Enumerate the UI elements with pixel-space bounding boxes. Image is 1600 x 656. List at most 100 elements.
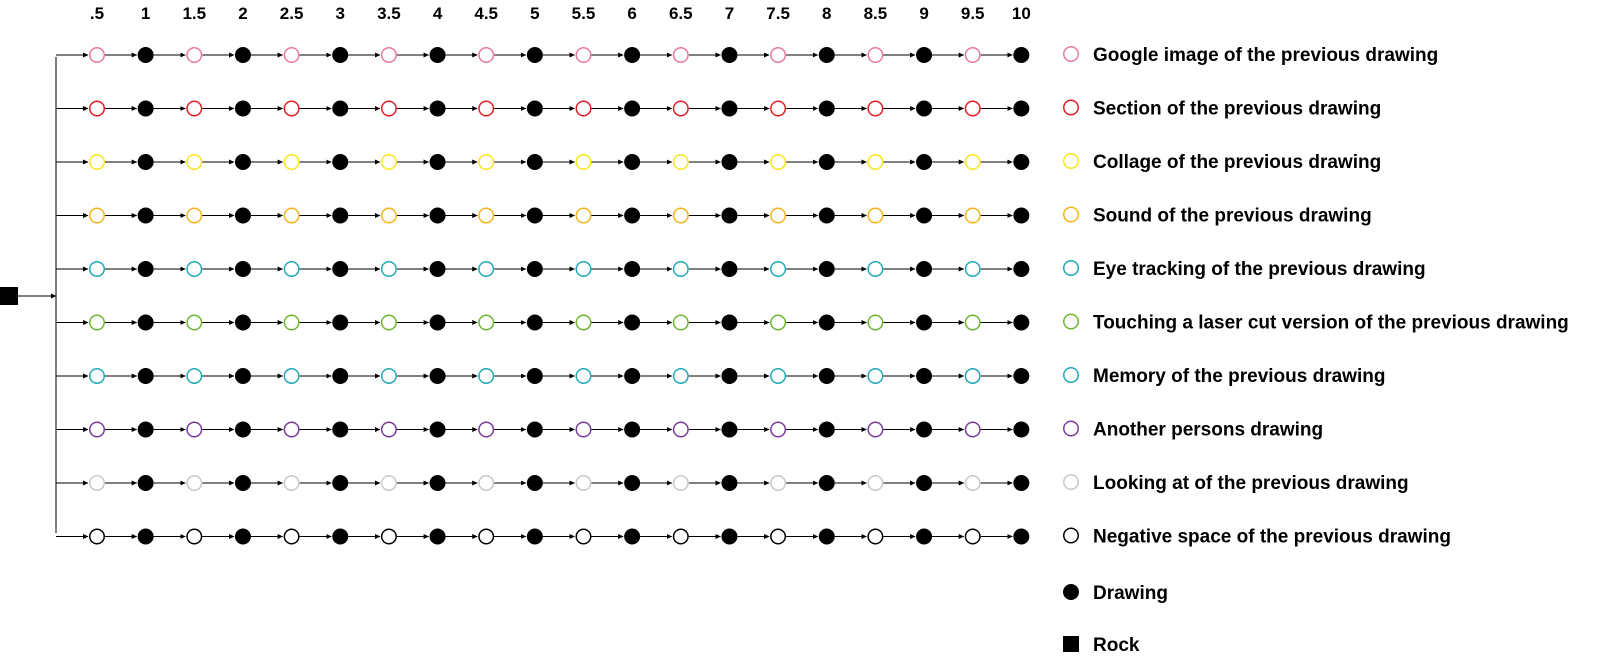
variant-node	[186, 368, 203, 384]
legend-rock-label: Rock	[1093, 635, 1140, 656]
drawing-node	[721, 207, 738, 224]
column-label: 9.5	[961, 4, 985, 23]
variant-node	[283, 47, 300, 63]
variant-node	[380, 368, 397, 384]
drawing-node	[526, 368, 543, 384]
variant-node	[672, 421, 689, 438]
drawing-node	[332, 528, 349, 545]
drawing-node	[721, 154, 738, 170]
drawing-node	[624, 207, 641, 224]
variant-node	[478, 421, 495, 438]
drawing-node	[916, 47, 933, 63]
drawing-node	[234, 207, 251, 224]
variant-node	[186, 314, 203, 331]
variant-node	[478, 100, 495, 117]
legend-hollow-circle-icon	[1063, 474, 1079, 490]
drawing-node	[624, 368, 641, 384]
drawing-node	[916, 475, 933, 491]
drawing-node	[721, 314, 738, 331]
variant-node	[380, 421, 397, 438]
drawing-node	[916, 314, 933, 331]
drawing-node	[624, 421, 641, 438]
drawing-node	[234, 47, 251, 63]
variant-node	[770, 314, 787, 331]
variant-node	[186, 100, 203, 117]
variant-node	[672, 368, 689, 384]
variant-node	[380, 528, 397, 545]
legend-hollow-circle-icon	[1063, 153, 1079, 169]
variant-node	[964, 528, 981, 545]
drawing-node	[721, 100, 738, 117]
variant-node	[89, 47, 105, 63]
drawing-node	[1013, 368, 1030, 384]
drawing-node	[429, 100, 446, 117]
variant-node	[867, 207, 884, 224]
drawing-node	[818, 314, 835, 331]
drawing-node	[332, 47, 349, 63]
legend-rock: Rock	[1063, 635, 1140, 656]
drawing-node	[818, 368, 835, 384]
drawing-node	[137, 261, 154, 277]
variant-node	[575, 475, 592, 491]
drawing-node	[429, 528, 446, 545]
drawing-node	[429, 368, 446, 384]
variant-node	[964, 475, 981, 491]
drawing-node	[818, 207, 835, 224]
drawing-node	[137, 47, 154, 63]
column-label: 9	[919, 4, 928, 23]
variant-node	[770, 421, 787, 438]
variant-node	[283, 207, 300, 224]
variant-node	[964, 100, 981, 117]
diagram-row: Looking at of the previous drawing	[56, 473, 1409, 494]
variant-node	[89, 154, 105, 170]
column-label: 7.5	[766, 4, 790, 23]
legend-label: Memory of the previous drawing	[1093, 366, 1385, 387]
variant-node	[478, 207, 495, 224]
variant-node	[964, 261, 981, 277]
variant-node	[186, 261, 203, 277]
variant-node	[89, 475, 105, 491]
drawing-node	[234, 314, 251, 331]
drawing-node	[332, 100, 349, 117]
legend-hollow-circle-icon	[1063, 420, 1079, 437]
drawing-node	[624, 47, 641, 63]
drawing-node	[916, 528, 933, 545]
variant-node	[672, 528, 689, 545]
drawing-node	[137, 528, 154, 545]
drawing-node	[332, 368, 349, 384]
column-label: 5	[530, 4, 539, 23]
drawing-node	[526, 100, 543, 117]
variant-node	[672, 207, 689, 224]
drawing-node	[429, 314, 446, 331]
variant-node	[672, 475, 689, 491]
drawing-node	[526, 421, 543, 438]
variant-node	[867, 261, 884, 277]
column-label: .5	[90, 4, 104, 23]
drawing-node	[624, 100, 641, 117]
diagram-row: Section of the previous drawing	[56, 99, 1381, 120]
variant-node	[770, 528, 787, 545]
variant-node	[964, 154, 981, 170]
variant-node	[89, 421, 105, 438]
diagram-row: Touching a laser cut version of the prev…	[56, 313, 1569, 334]
variant-node	[186, 528, 203, 545]
legend-label: Section of the previous drawing	[1093, 99, 1381, 120]
variant-node	[575, 47, 592, 63]
variant-node	[575, 154, 592, 170]
drawing-node	[624, 314, 641, 331]
variant-node	[478, 261, 495, 277]
filled-square-icon	[1063, 636, 1079, 652]
legend-hollow-circle-icon	[1063, 99, 1079, 116]
drawing-node	[1013, 314, 1030, 331]
drawing-node	[818, 47, 835, 63]
filled-circle-icon	[1063, 584, 1079, 600]
variant-node	[867, 528, 884, 545]
column-label: 4	[433, 4, 443, 23]
drawing-node	[526, 261, 543, 277]
drawing-node	[332, 207, 349, 224]
legend-label: Another persons drawing	[1093, 420, 1323, 441]
variant-node	[575, 421, 592, 438]
drawing-node	[1013, 154, 1030, 170]
variant-node	[89, 528, 105, 545]
